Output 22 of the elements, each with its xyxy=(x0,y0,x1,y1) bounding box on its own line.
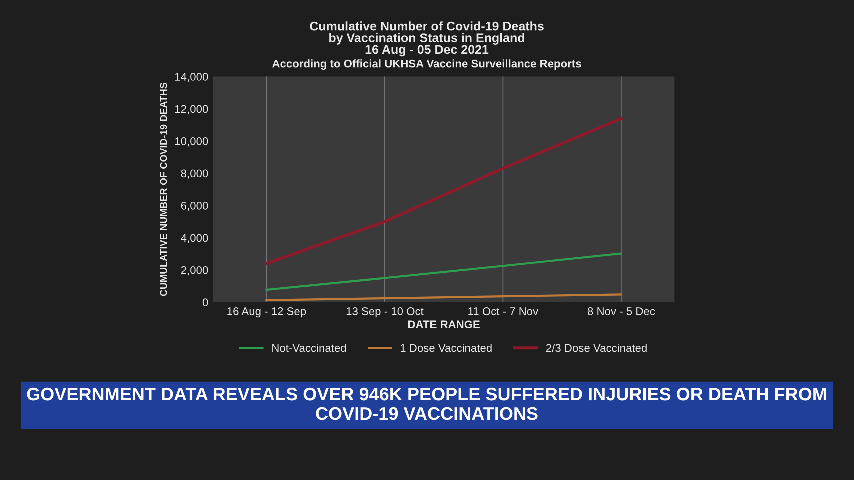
y-tick-label: 8,000 xyxy=(181,170,208,179)
y-tick-label: 2,000 xyxy=(181,266,208,276)
line-series xyxy=(266,252,622,292)
chart-title: Cumulative Number of Covid-19 Deaths by Vaccination Status in England 16 Aug - 05 Dec 2021 xyxy=(310,22,544,57)
y-tick-label: 6,000 xyxy=(181,202,208,212)
y-tick-label: 12,000 xyxy=(176,105,208,114)
y-tick-label: 10,000 xyxy=(176,138,208,147)
legend-label: 1 Dose Vaccinated xyxy=(400,344,492,352)
y-tick-label: 4,000 xyxy=(181,234,208,244)
text: GOVERNMENT DATA REVEALS OVER 946K PEOPLE SUFFERED INJURIES OR DEATH FROM COVID-19 VACCINATIONS xyxy=(27,388,826,420)
x-tick-label: 16 Aug - 12 Sep xyxy=(228,308,306,318)
x-tick-label: 11 Oct - 7 Nov xyxy=(468,308,539,316)
x-tick-label: 8 Nov - 5 Dec xyxy=(588,308,656,316)
legend-label: 2/3 Dose Vaccinated xyxy=(546,344,647,352)
y-axis-title: CUMULATIVE NUMBER OF COVID-19 DEATHS xyxy=(160,82,168,296)
y-tick-label: 0 xyxy=(202,298,208,307)
x-axis-title: DATE RANGE xyxy=(408,320,480,329)
y-tick-label: 14,000 xyxy=(176,73,208,82)
legend-label: Not-Vaccinated xyxy=(272,344,346,352)
line-series xyxy=(265,117,623,266)
chart-subtitle: According to Official UKHSA Vaccine Surveillance Reports xyxy=(272,60,582,70)
x-tick-label: 13 Sep - 10 Oct xyxy=(346,308,424,318)
